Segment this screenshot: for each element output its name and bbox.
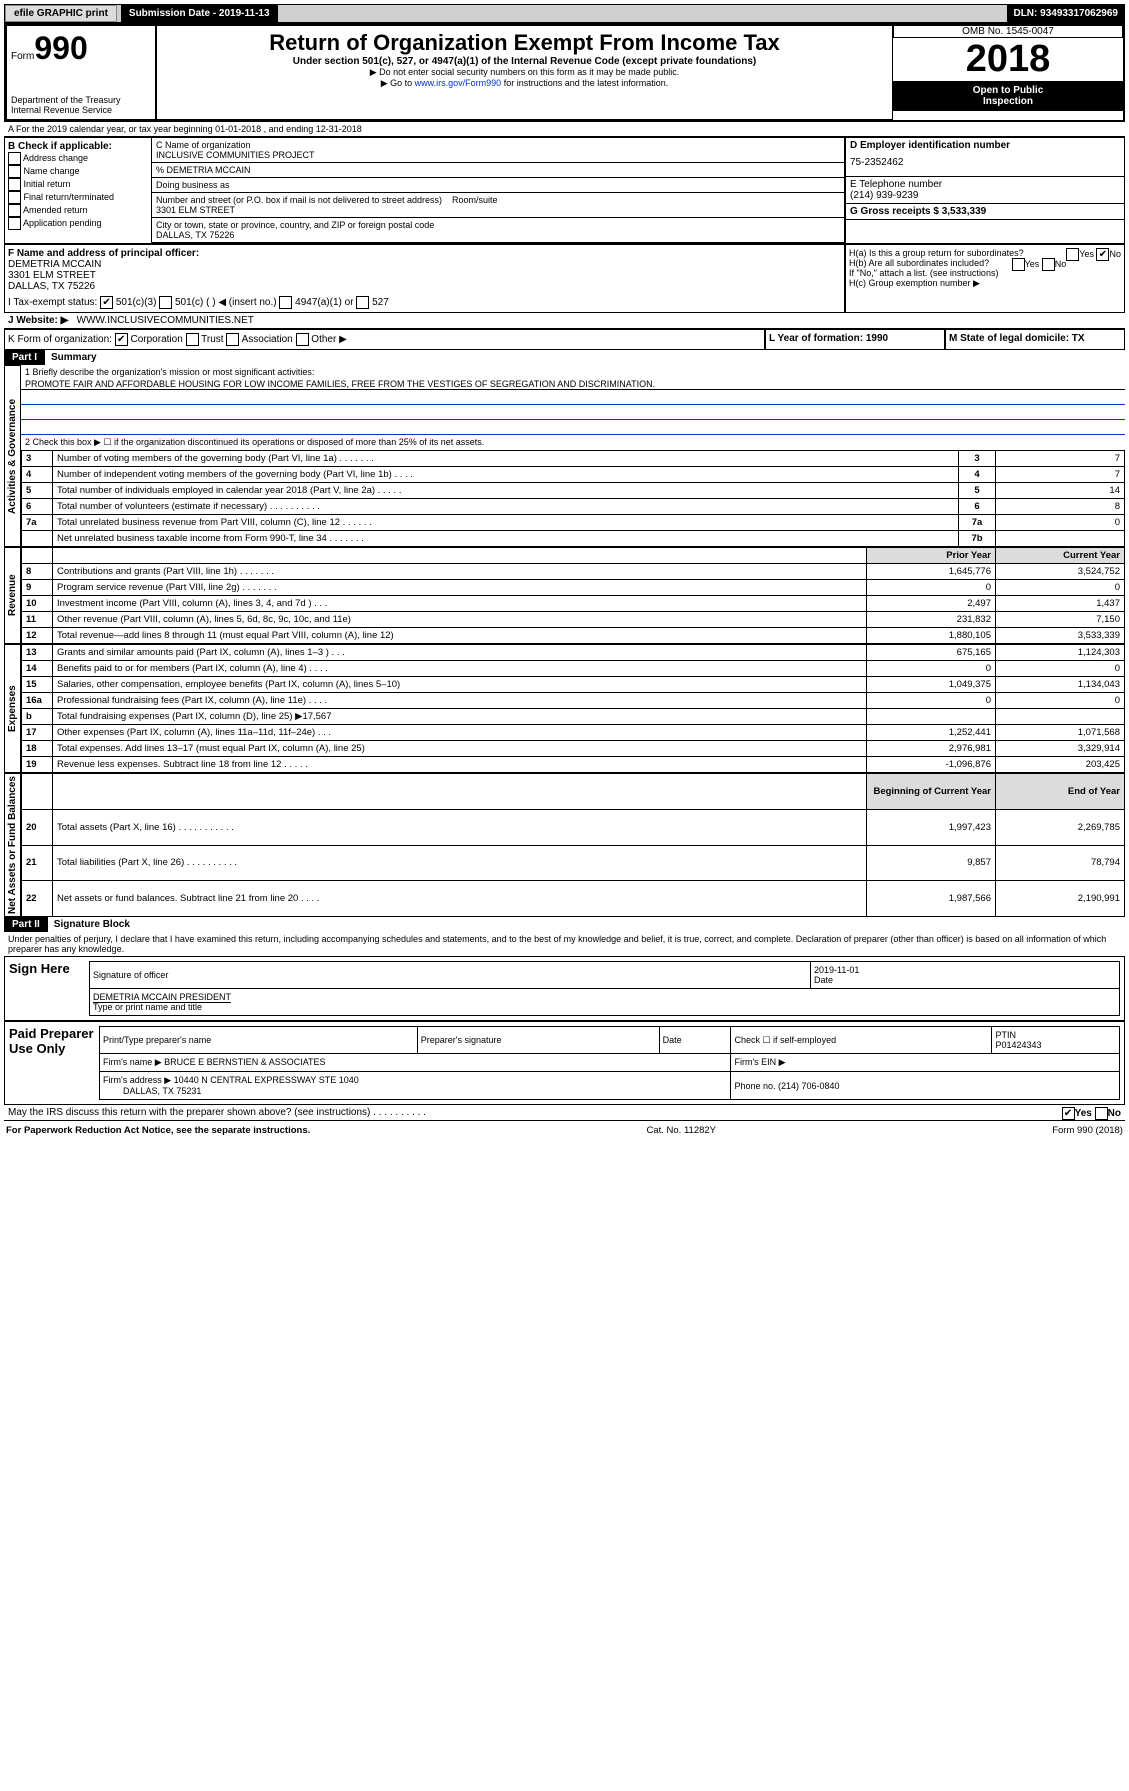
check-icon: ✔ [115, 333, 128, 346]
care-of: % DEMETRIA MCCAIN [152, 163, 844, 178]
firm-name: BRUCE E BERNSTIEN & ASSOCIATES [164, 1057, 325, 1067]
mission: PROMOTE FAIR AND AFFORDABLE HOUSING FOR … [21, 379, 1125, 390]
irs-label: Internal Revenue Service [11, 105, 151, 115]
check-icon: ✔ [100, 296, 113, 309]
section-j: J Website: ▶ WWW.INCLUSIVECOMMUNITIES.NE… [4, 313, 1125, 329]
ein: 75-2352462 [850, 151, 1120, 174]
perjury-declaration: Under penalties of perjury, I declare th… [4, 932, 1125, 956]
e-label: E Telephone number [850, 179, 942, 190]
section-b: B Check if applicable: Address change Na… [5, 138, 152, 243]
subtitle: Under section 501(c), 527, or 4947(a)(1)… [161, 56, 888, 67]
revenue-label: Revenue [4, 547, 21, 644]
section-i: I Tax-exempt status: ✔ 501(c)(3) 501(c) … [8, 296, 841, 309]
title-cell: Return of Organization Exempt From Incom… [156, 25, 893, 120]
ptin: P01424343 [995, 1040, 1041, 1050]
preparer-phone: Phone no. (214) 706-0840 [731, 1072, 1120, 1100]
revenue-table: Prior YearCurrent Year8Contributions and… [21, 547, 1125, 644]
part1-body: Activities & Governance 1 Briefly descri… [4, 365, 1125, 547]
omb: OMB No. 1545-0047 [893, 25, 1123, 38]
form-number-cell: Form990 Department of the Treasury Inter… [6, 25, 156, 120]
sign-here: Sign Here Signature of officer2019-11-01… [4, 956, 1125, 1021]
section-k: K Form of organization: ✔ Corporation Tr… [4, 329, 765, 350]
city: DALLAS, TX 75226 [156, 230, 234, 240]
netassets-label: Net Assets or Fund Balances [4, 773, 21, 917]
g-receipts: G Gross receipts $ 3,533,339 [846, 204, 1124, 220]
website: WWW.INCLUSIVECOMMUNITIES.NET [77, 315, 254, 326]
section-m: M State of legal domicile: TX [945, 329, 1125, 350]
form-title: Return of Organization Exempt From Incom… [161, 30, 888, 56]
expenses-table: 13Grants and similar amounts paid (Part … [21, 644, 1125, 773]
note2: ▶ Go to www.irs.gov/Form990 for instruct… [161, 78, 888, 89]
discuss-row: May the IRS discuss this return with the… [4, 1105, 1125, 1121]
city-label: City or town, state or province, country… [156, 220, 434, 230]
form-ref: Form 990 (2018) [1052, 1125, 1123, 1136]
footer: For Paperwork Reduction Act Notice, see … [4, 1121, 1125, 1140]
line-a: A For the 2019 calendar year, or tax yea… [4, 122, 1125, 137]
part2-header: Part IISignature Block [4, 917, 1125, 932]
officer-block: F Name and address of principal officer:… [4, 244, 1125, 313]
sign-date: 2019-11-01 [814, 965, 859, 975]
officer-city: DALLAS, TX 75226 [8, 281, 95, 292]
line2: 2 Check this box ▶ ☐ if the organization… [21, 435, 1125, 450]
phone: (214) 939-9239 [850, 190, 1120, 201]
expenses-label: Expenses [4, 644, 21, 773]
d-label: D Employer identification number [850, 140, 1010, 151]
dln: DLN: 93493317062969 [1007, 5, 1124, 22]
governance-table: 3Number of voting members of the governi… [21, 450, 1125, 547]
firm-addr: 10440 N CENTRAL EXPRESSWAY STE 1040 [174, 1075, 359, 1085]
top-toolbar: efile GRAPHIC print Submission Date - 20… [4, 4, 1125, 23]
officer-name: DEMETRIA MCCAIN [8, 259, 101, 270]
submission-date: Submission Date - 2019-11-13 [121, 5, 278, 22]
open-public: Open to PublicInspection [893, 81, 1123, 111]
klm-row: K Form of organization: ✔ Corporation Tr… [4, 329, 1125, 350]
org-name: INCLUSIVE COMMUNITIES PROJECT [156, 150, 315, 160]
officer-street: 3301 ELM STREET [8, 270, 96, 281]
right-header: OMB No. 1545-0047 2018 Open to PublicIns… [893, 25, 1123, 120]
efile-print-button[interactable]: efile GRAPHIC print [5, 5, 117, 22]
entity-block: B Check if applicable: Address change Na… [4, 137, 1125, 244]
net-table: Beginning of Current YearEnd of Year20To… [21, 773, 1125, 917]
street: 3301 ELM STREET [156, 205, 235, 215]
tax-year: 2018 [893, 38, 1123, 81]
room-label: Room/suite [452, 195, 498, 205]
street-label: Number and street (or P.O. box if mail i… [156, 195, 442, 205]
form-990: 990 [34, 30, 87, 66]
part1-header: Part ISummary [4, 350, 1125, 365]
dba: Doing business as [152, 178, 844, 193]
dept-label: Department of the Treasury [11, 95, 151, 105]
governance-label: Activities & Governance [4, 365, 21, 547]
irs-link[interactable]: www.irs.gov/Form990 [415, 78, 502, 88]
paid-preparer: Paid Preparer Use Only Print/Type prepar… [4, 1021, 1125, 1105]
section-h: H(a) Is this a group return for subordin… [845, 244, 1125, 313]
header-block: Form990 Department of the Treasury Inter… [4, 23, 1125, 122]
form-label: Form [11, 51, 34, 62]
c-label: C Name of organization [156, 140, 251, 150]
section-l: L Year of formation: 1990 [765, 329, 945, 350]
f-label: F Name and address of principal officer: [8, 248, 199, 259]
line1: 1 Briefly describe the organization's mi… [21, 365, 1125, 379]
note1: ▶ Do not enter social security numbers o… [161, 67, 888, 78]
